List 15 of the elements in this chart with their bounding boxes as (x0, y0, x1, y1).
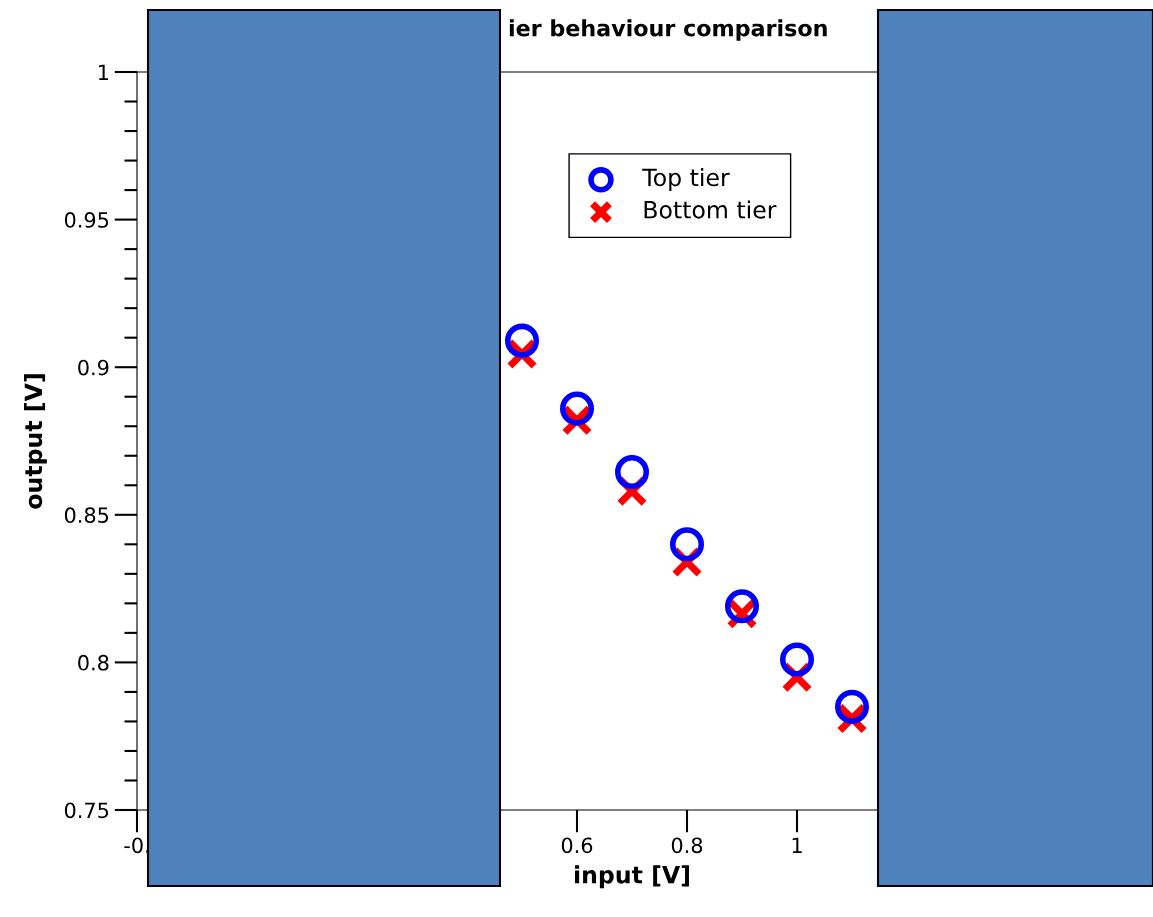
x-tick-label: -0. (124, 837, 149, 854)
x-tick-label: 0.8 (671, 837, 703, 854)
legend-label: Top tier (642, 168, 730, 191)
y-axis-title: output [V] (24, 374, 47, 509)
y-tick-label: 0.8 (78, 654, 109, 671)
y-tick-label: 1 (98, 64, 108, 80)
x-tick-label: 1 (792, 837, 802, 853)
y-tick-label: 0.85 (64, 507, 109, 524)
x-tick-label: 0.6 (561, 837, 593, 854)
y-tick-label: 0.75 (64, 802, 109, 819)
y-tick-label: 0.9 (78, 359, 109, 376)
x-axis-title: input [V] (575, 865, 689, 889)
legend-label: Bottom tier (644, 200, 777, 219)
chart-title: ier behaviour comparison (509, 19, 827, 41)
y-tick-label: 0.95 (64, 212, 109, 228)
